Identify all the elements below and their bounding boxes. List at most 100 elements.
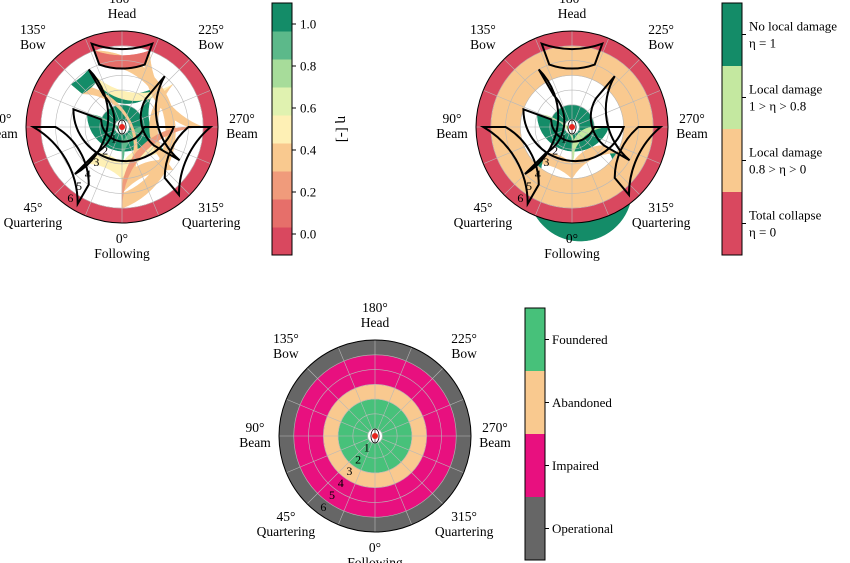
direction-name: Quartering bbox=[435, 524, 494, 539]
direction-label-0: 0° Following bbox=[94, 231, 150, 261]
radial-tick-label: 3 bbox=[346, 464, 352, 478]
direction-angle: 0° bbox=[566, 231, 578, 246]
direction-label-90: 90°Beam bbox=[0, 111, 18, 141]
radial-tick-label: 2 bbox=[102, 143, 108, 157]
radial-tick-label: 6 bbox=[320, 500, 326, 514]
colorbar-band bbox=[272, 31, 292, 60]
direction-angle: 180° bbox=[362, 300, 388, 315]
grid-spoke bbox=[534, 133, 570, 216]
colorbar-frame bbox=[524, 307, 546, 561]
radial-tick-label: 4 bbox=[535, 167, 541, 181]
grid-spoke bbox=[574, 133, 610, 216]
direction-angle: 90° bbox=[443, 111, 462, 126]
direction-name: Beam bbox=[676, 126, 708, 141]
direction-label-45: 45° Quartering bbox=[454, 200, 513, 230]
colorbar-category-label: Local damage bbox=[749, 82, 822, 97]
radial-tick-label: 1 bbox=[561, 131, 567, 145]
direction-name: Quartering bbox=[632, 215, 691, 230]
colorbar-tick-label: 0.2 bbox=[300, 185, 316, 200]
polar-border bbox=[475, 30, 669, 224]
radial-tick-label: 2 bbox=[552, 143, 558, 157]
colorbar-category-sub: η = 1 bbox=[749, 36, 776, 51]
colorbar-label: η [-] bbox=[334, 116, 350, 143]
grid-spoke bbox=[578, 89, 661, 125]
direction-label-45: 45° Quartering bbox=[257, 509, 316, 539]
colorbar-band bbox=[722, 3, 742, 67]
colorbar-band bbox=[272, 143, 292, 172]
direction-angle: 180° bbox=[559, 0, 585, 6]
direction-angle: 315° bbox=[648, 200, 674, 215]
radial-tick-label: 6 bbox=[67, 191, 73, 205]
zone-outline bbox=[613, 126, 664, 198]
direction-label-225: 225° Bow bbox=[451, 331, 477, 361]
ship-icon bbox=[117, 119, 127, 135]
ship-marker bbox=[372, 433, 378, 439]
direction-label-135: 135° Bow bbox=[470, 22, 496, 52]
polar-border bbox=[25, 30, 219, 224]
polar-plot-2: 123456180°Head135°Bow90°Beam45°Quarterin… bbox=[436, 0, 837, 261]
zone-outline bbox=[540, 42, 604, 70]
direction-name: Quartering bbox=[4, 215, 63, 230]
colorbar-category-label: Impaired bbox=[552, 458, 599, 473]
colorbar-tick-label: 1.0 bbox=[300, 17, 316, 32]
zone-outline bbox=[29, 126, 90, 208]
direction-name: Quartering bbox=[454, 215, 513, 230]
colorbar-band bbox=[525, 497, 545, 561]
zone-outline bbox=[522, 107, 626, 163]
direction-label-225: 225° Bow bbox=[198, 22, 224, 52]
direction-name: Following bbox=[94, 246, 150, 261]
colorbar-frame bbox=[721, 2, 743, 256]
direction-angle: 315° bbox=[451, 509, 477, 524]
polar-border bbox=[278, 339, 472, 533]
direction-label-270: 270° Beam bbox=[479, 420, 511, 450]
colorbar-category-sub: 1 > η > 0.8 bbox=[749, 99, 806, 114]
direction-label-315: 315° Quartering bbox=[435, 509, 494, 539]
direction-name: Bow bbox=[198, 37, 224, 52]
grid-spoke bbox=[483, 129, 566, 165]
direction-name: Beam bbox=[239, 435, 271, 450]
direction-name: Head bbox=[108, 6, 137, 21]
grid-spoke bbox=[124, 133, 160, 216]
grid-spoke bbox=[286, 398, 369, 434]
colorbar-category-sub: η = 0 bbox=[749, 225, 776, 240]
grid-spoke bbox=[503, 58, 567, 122]
direction-label-90: 90°Beam bbox=[239, 420, 271, 450]
grid-spoke bbox=[337, 442, 373, 525]
grid-spoke bbox=[33, 129, 116, 165]
radial-tick-label: 5 bbox=[76, 179, 82, 193]
direction-name: Bow bbox=[470, 37, 496, 52]
direction-angle: 135° bbox=[470, 22, 496, 37]
direction-angle: 270° bbox=[482, 420, 508, 435]
direction-angle: 225° bbox=[648, 22, 674, 37]
colorbar-tick-label: 0.0 bbox=[300, 227, 316, 242]
direction-label-225: 225° Bow bbox=[648, 22, 674, 52]
grid-spoke bbox=[377, 347, 413, 430]
direction-name: Beam bbox=[0, 126, 18, 141]
direction-angle: 45° bbox=[276, 509, 295, 524]
direction-angle: 135° bbox=[20, 22, 46, 37]
colorbar-band bbox=[272, 171, 292, 200]
direction-label-90: 90°Beam bbox=[436, 111, 468, 141]
direction-label-135: 135° Bow bbox=[273, 331, 299, 361]
direction-angle: 270° bbox=[679, 111, 705, 126]
colorbar-category-sub: 0.8 > η > 0 bbox=[749, 162, 806, 177]
zone-outline bbox=[74, 68, 116, 175]
direction-label-0: 0° Following bbox=[544, 231, 600, 261]
direction-name: Following bbox=[347, 555, 403, 563]
grid-spoke bbox=[377, 442, 413, 525]
grid-spoke bbox=[337, 347, 373, 430]
direction-label-315: 315° Quartering bbox=[632, 200, 691, 230]
zone-outline bbox=[90, 42, 154, 70]
direction-angle: 0° bbox=[369, 540, 381, 555]
grid-spoke bbox=[381, 438, 464, 474]
polar-grid bbox=[279, 340, 471, 532]
colorbar-band bbox=[272, 199, 292, 228]
direction-angle: 225° bbox=[198, 22, 224, 37]
ship-icon bbox=[370, 428, 380, 444]
direction-name: Bow bbox=[451, 346, 477, 361]
zone-outlines bbox=[29, 42, 214, 208]
direction-angle: 270° bbox=[229, 111, 255, 126]
grid-spoke bbox=[53, 58, 117, 122]
ship-marker bbox=[119, 124, 125, 130]
direction-angle: 90° bbox=[246, 420, 265, 435]
